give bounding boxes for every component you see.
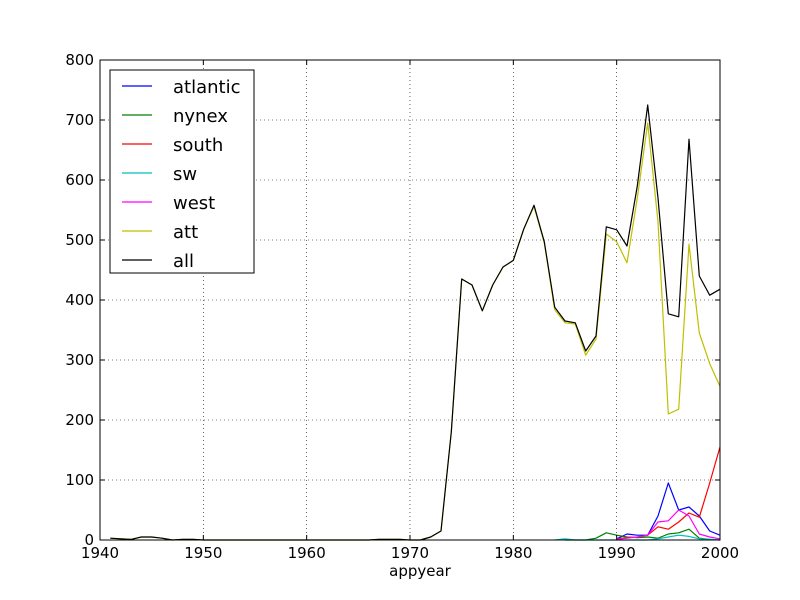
y-tick-label: 500	[65, 231, 94, 249]
y-tick-label: 100	[65, 471, 94, 489]
axis-ticks: 1940 1950 1960 1970 1980 1990 2000 0 100 200 300 40…	[65, 51, 739, 562]
series-line-atlantic	[616, 482, 721, 540]
x-tick-label: 1970	[391, 544, 429, 562]
x-tick-label: 2000	[701, 544, 739, 562]
x-tick-label: 1940	[81, 544, 119, 562]
legend-label-all: all	[173, 251, 194, 272]
series-line-nynex	[565, 528, 721, 541]
legend-label-sw: sw	[173, 164, 197, 185]
x-axis-label: appyear	[389, 562, 452, 580]
y-tick-label: 600	[65, 171, 94, 189]
x-tick-label: 1960	[288, 544, 326, 562]
series-line-west	[616, 509, 721, 540]
legend-label-att: att	[173, 222, 198, 243]
legend: atlantic nynex south sw west att all	[109, 69, 255, 274]
legend-label-south: south	[173, 135, 223, 156]
y-tick-label: 200	[65, 411, 94, 429]
y-tick-label: 300	[65, 351, 94, 369]
y-tick-label: 0	[84, 531, 94, 549]
y-tick-label: 800	[65, 51, 94, 69]
legend-label-nynex: nynex	[173, 106, 228, 127]
y-tick-label: 400	[65, 291, 94, 309]
series-line-all	[110, 104, 721, 541]
legend-box	[109, 69, 255, 274]
y-tick-label: 700	[65, 111, 94, 129]
x-tick-label: 1950	[184, 544, 222, 562]
legend-label-atlantic: atlantic	[173, 77, 240, 98]
x-tick-label: 1980	[494, 544, 532, 562]
series-lines	[110, 104, 721, 541]
x-tick-label: 1990	[598, 544, 636, 562]
legend-label-west: west	[173, 193, 215, 214]
